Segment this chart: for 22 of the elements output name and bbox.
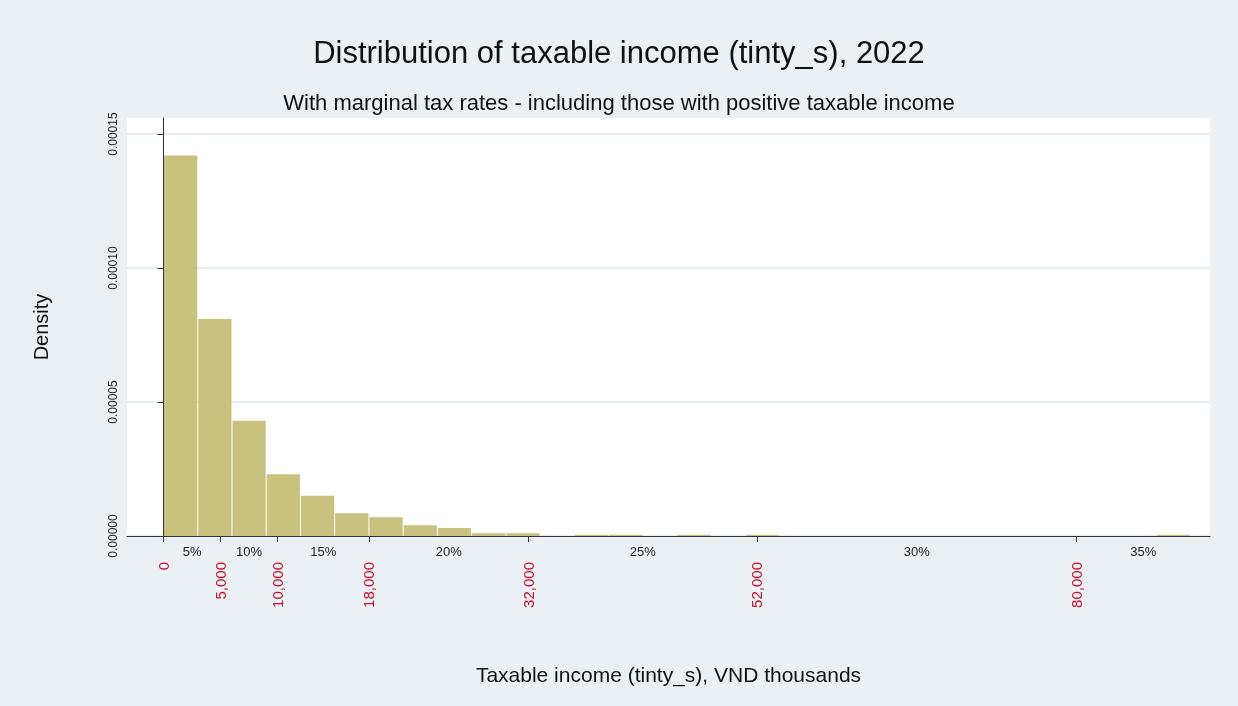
x-tick-label: 10,000 [269, 562, 287, 608]
text: 30% [903, 544, 931, 559]
x-axis-title: Taxable income (tinty_s), VND thousands [475, 663, 862, 687]
text: 5% [182, 544, 202, 559]
x-tick-label: 5,000 [212, 562, 230, 600]
x-tick-label: 18,000 [360, 562, 378, 608]
chart-title: Distribution of taxable income (tinty_s), 2022 [313, 35, 925, 70]
x-tick-label: 52,000 [748, 562, 766, 608]
text: 20% [435, 544, 463, 559]
y-axis-title: Density [30, 293, 52, 361]
text: 15% [310, 544, 337, 559]
y-tick-label: 0.00000 [106, 513, 120, 558]
x-tick-label: 32,000 [520, 562, 538, 608]
text: 25% [629, 544, 657, 559]
x-tick-label: 80,000 [1067, 562, 1085, 608]
y-tick-label: 0.00010 [106, 246, 120, 290]
chart-subtitle: With marginal tax rates - including those with positive taxable income [283, 89, 955, 115]
y-tick-label: 0.00005 [106, 380, 120, 424]
text: 35% [1130, 544, 1157, 559]
text: 10% [236, 544, 263, 559]
x-tick-label: 0 [155, 562, 173, 571]
y-tick-label: 0.00015 [106, 112, 120, 156]
